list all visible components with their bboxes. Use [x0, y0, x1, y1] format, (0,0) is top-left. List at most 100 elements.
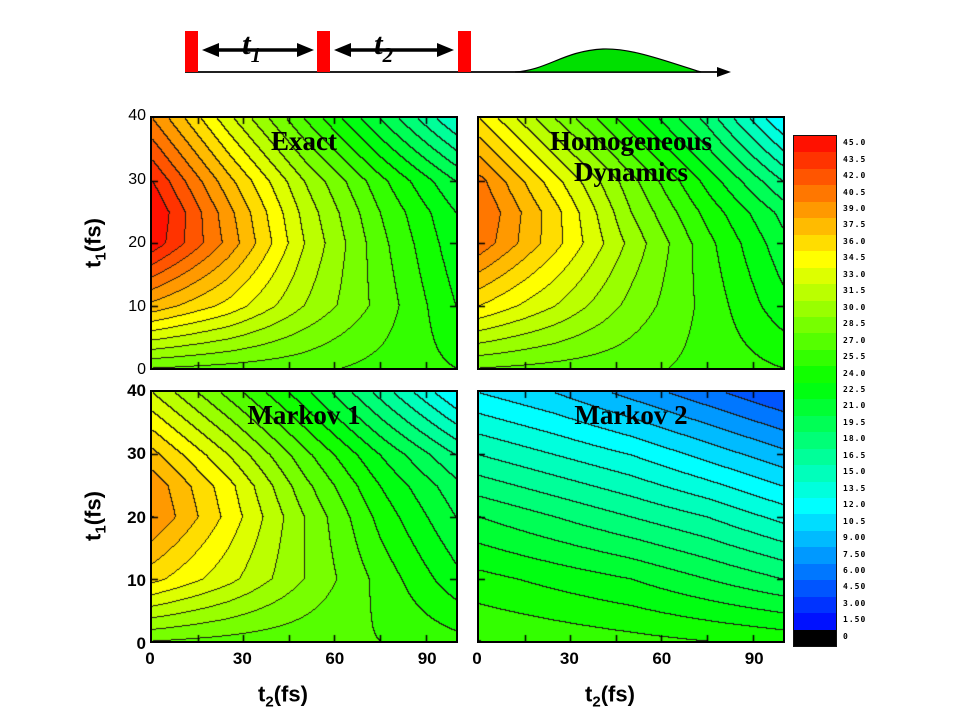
- colorbar-segment: [794, 481, 836, 498]
- pulse-bar-2: [317, 31, 330, 72]
- colorbar-label: 16.5: [843, 450, 867, 460]
- contour-canvas-exact: [152, 118, 456, 368]
- x-axis-label-left: t2(fs): [258, 681, 308, 711]
- pulse-bar-1: [185, 31, 198, 72]
- contour-canvas-homogeneous: [479, 118, 783, 368]
- colorbar-label: 37.5: [843, 220, 867, 230]
- colorbar-segment: [794, 284, 836, 301]
- colorbar-label: 43.5: [843, 154, 867, 164]
- colorbar-label: 31.5: [843, 286, 867, 296]
- colorbar-label: 24.0: [843, 368, 867, 378]
- y-tick-label-bottom: 40: [127, 381, 146, 400]
- colorbar-segment: [794, 168, 836, 186]
- t2-arrow-right-icon: [437, 43, 454, 57]
- colorbar-label: 7.50: [843, 549, 867, 559]
- colorbar-label: 12.0: [843, 500, 867, 510]
- panel-title-markov1: Markov 1: [152, 400, 456, 431]
- colorbar-segment: [794, 152, 836, 169]
- colorbar-segment: [794, 530, 836, 548]
- colorbar-segment: [794, 251, 836, 268]
- colorbar-label: 39.0: [843, 204, 867, 214]
- t1-delay-label: t1: [242, 26, 261, 67]
- colorbar-segment: [794, 300, 836, 317]
- y-tick-label-bottom: 20: [127, 507, 146, 527]
- colorbar-label: 27.0: [843, 335, 867, 345]
- x-tick-label-right: 90: [744, 649, 764, 668]
- panel-markov-1: Markov 1: [150, 390, 458, 643]
- t1-arrow-right-icon: [297, 43, 314, 57]
- colorbar-label: 30.0: [843, 302, 867, 312]
- colorbar-segment: [794, 201, 836, 219]
- colorbar-segment: [794, 218, 836, 235]
- x-tick-label-left: 0: [145, 649, 155, 668]
- colorbar-label: 33.0: [843, 269, 867, 279]
- y-tick-label-bottom: 0: [136, 634, 146, 653]
- contour-canvas-markov2: [479, 392, 783, 641]
- colorbar-label: 45.0: [843, 138, 867, 148]
- time-axis-arrow-icon: [717, 67, 731, 77]
- y-axis-label-top: t1(fs): [80, 218, 110, 268]
- colorbar-segment-zero: [794, 629, 836, 647]
- x-tick-label-left: 90: [417, 649, 437, 668]
- colorbar-label: 19.5: [843, 417, 867, 427]
- panel-markov-2: Markov 2: [477, 390, 785, 643]
- colorbar-segment: [794, 316, 836, 334]
- colorbar-segment: [794, 382, 836, 400]
- colorbar-segment: [794, 596, 836, 614]
- x-axis-label-right: t2(fs): [585, 681, 635, 711]
- colorbar-label: 9.00: [843, 533, 867, 543]
- colorbar-segment: [794, 580, 836, 597]
- colorbar-segment: [794, 448, 836, 466]
- colorbar-segment: [794, 514, 836, 531]
- signal-pulse-shape: [514, 48, 702, 73]
- colorbar-label: 42.0: [843, 171, 867, 181]
- colorbar-segment: [794, 563, 836, 581]
- colorbar-segment: [794, 136, 836, 153]
- colorbar-label: 40.5: [843, 187, 867, 197]
- colorbar-segment: [794, 399, 836, 416]
- colorbar-label: 6.00: [843, 565, 867, 575]
- colorbar-label: 3.00: [843, 598, 867, 608]
- colorbar-segment: [794, 349, 836, 367]
- colorbar: [793, 135, 837, 647]
- y-axis-label-bottom: t1(fs): [80, 491, 110, 541]
- colorbar-label: 22.5: [843, 385, 867, 394]
- colorbar-segment: [794, 465, 836, 482]
- panel-title-homogeneous: Homogeneous Dynamics: [479, 126, 783, 188]
- t2-delay-label: t2: [374, 26, 394, 67]
- colorbar-segment: [794, 267, 836, 285]
- colorbar-label: 18.0: [843, 434, 867, 444]
- colorbar-segment: [794, 185, 836, 202]
- panel-title-text: Exact: [271, 126, 337, 156]
- x-tick-label-left: 30: [232, 649, 252, 668]
- contour-canvas-markov1: [152, 392, 456, 641]
- panel-title-text: Homogeneous: [550, 126, 712, 156]
- colorbar-label: 4.50: [843, 582, 867, 592]
- panel-homogeneous-dynamics: Homogeneous Dynamics: [477, 116, 785, 370]
- colorbar-label: 10.5: [843, 516, 867, 526]
- colorbar-segment: [794, 547, 836, 564]
- x-tick-label-right: 0: [472, 649, 482, 668]
- panel-exact: Exact: [150, 116, 458, 370]
- colorbar-segment: [794, 497, 836, 515]
- t1-arrow-left-icon: [202, 43, 219, 57]
- colorbar-label: 1.50: [843, 615, 867, 625]
- x-tick-label-right: 30: [559, 649, 579, 668]
- colorbar-label: 0: [843, 631, 849, 641]
- colorbar-label: 34.5: [843, 253, 867, 263]
- pulse-bar-3: [458, 31, 471, 72]
- t2-arrow-left-icon: [334, 43, 351, 57]
- colorbar-label: 21.0: [843, 401, 867, 411]
- panel-title-text: Markov 2: [574, 400, 688, 430]
- y-tick-label-top: 10: [128, 297, 146, 315]
- y-tick-label-bottom: 10: [127, 570, 146, 590]
- y-tick-label-top: 30: [128, 170, 146, 188]
- panel-title-markov2: Markov 2: [479, 400, 783, 431]
- colorbar-segment: [794, 613, 836, 630]
- y-tick-label-top: 20: [128, 234, 146, 251]
- colorbar-segment: [794, 366, 836, 383]
- y-tick-label-bottom: 30: [127, 444, 146, 464]
- panel-title-text: Markov 1: [247, 400, 361, 430]
- y-tick-label-top: 40: [128, 107, 146, 124]
